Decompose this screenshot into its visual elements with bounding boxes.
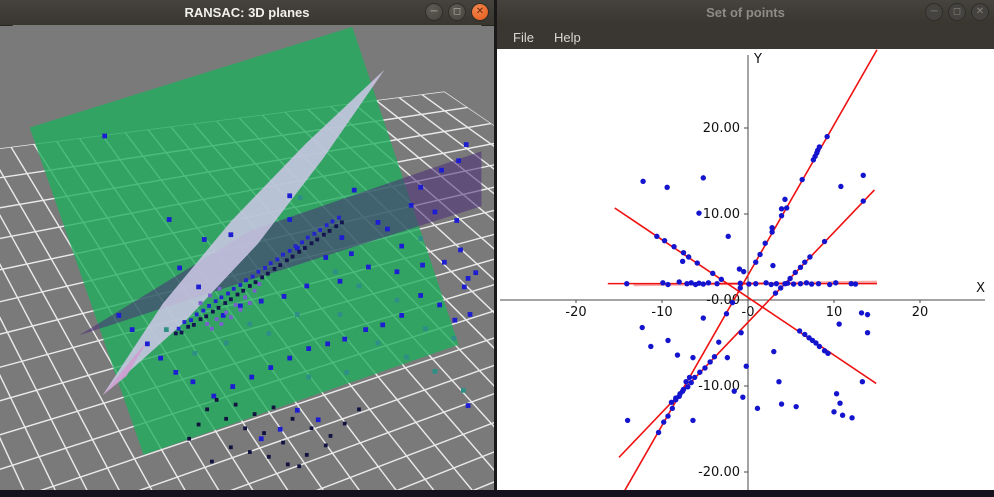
close-button[interactable]: ✕ xyxy=(471,3,489,21)
cluster-blue xyxy=(176,215,341,331)
close-button[interactable]: ✕ xyxy=(971,3,989,21)
right-window-controls: ─ ◻ ✕ xyxy=(925,3,989,21)
y-axis-label: Y xyxy=(753,52,762,67)
svg-text:20: 20 xyxy=(912,305,929,320)
left-titlebar[interactable]: RANSAC: 3D planes ─ ◻ ✕ xyxy=(0,0,494,26)
maximize-button[interactable]: ◻ xyxy=(448,3,466,21)
cluster-violet xyxy=(198,282,262,331)
data-points xyxy=(624,133,871,436)
lavender-sliver xyxy=(102,69,385,396)
blue-points xyxy=(102,133,479,442)
svg-text:-10: -10 xyxy=(651,305,672,320)
steep-line xyxy=(624,49,878,490)
menubar: File Help xyxy=(497,25,994,49)
left-window-title: RANSAC: 3D planes xyxy=(184,5,310,20)
menu-help[interactable]: Help xyxy=(553,29,581,45)
diagonal-line xyxy=(618,189,875,458)
pink-tip xyxy=(102,341,148,396)
scatter-plot-canvas[interactable]: -20 -10 -0 10 20 20.00 10.00 -0.00 -10.00 -20.00 X… xyxy=(497,49,994,490)
svg-text:10.00: 10.00 xyxy=(703,207,740,222)
window-set-of-points: Set of points ─ ◻ ✕ File Help -20 -10 -0 10… xyxy=(494,0,994,497)
right-titlebar[interactable]: Set of points ─ ◻ ✕ xyxy=(497,0,994,26)
svg-text:-0.00: -0.00 xyxy=(706,293,740,308)
minimize-button[interactable]: ─ xyxy=(925,3,943,21)
3d-viewport[interactable] xyxy=(0,25,494,490)
x-axis-label: X xyxy=(976,281,985,296)
maximize-button[interactable]: ◻ xyxy=(948,3,966,21)
teal-points xyxy=(163,195,466,393)
window-ransac-3d-planes: RANSAC: 3D planes ─ ◻ ✕ xyxy=(0,0,494,497)
svg-text:10: 10 xyxy=(826,305,843,320)
svg-text:-20.00: -20.00 xyxy=(698,465,740,480)
axes xyxy=(500,55,985,490)
cluster-navy xyxy=(173,220,344,336)
screen-bottom-edge xyxy=(0,490,994,497)
svg-text:-10.00: -10.00 xyxy=(698,379,740,394)
svg-text:20.00: 20.00 xyxy=(703,121,740,136)
navy-points xyxy=(187,397,361,469)
minimize-button[interactable]: ─ xyxy=(425,3,443,21)
left-window-controls: ─ ◻ ✕ xyxy=(425,3,489,21)
tick-labels: -20 -10 -0 10 20 20.00 10.00 -0.00 -10.00 -20.00 X… xyxy=(565,52,985,480)
menu-file[interactable]: File xyxy=(513,29,534,45)
right-window-title: Set of points xyxy=(706,5,785,20)
svg-text:-0: -0 xyxy=(742,305,755,320)
svg-text:-20: -20 xyxy=(565,305,586,320)
